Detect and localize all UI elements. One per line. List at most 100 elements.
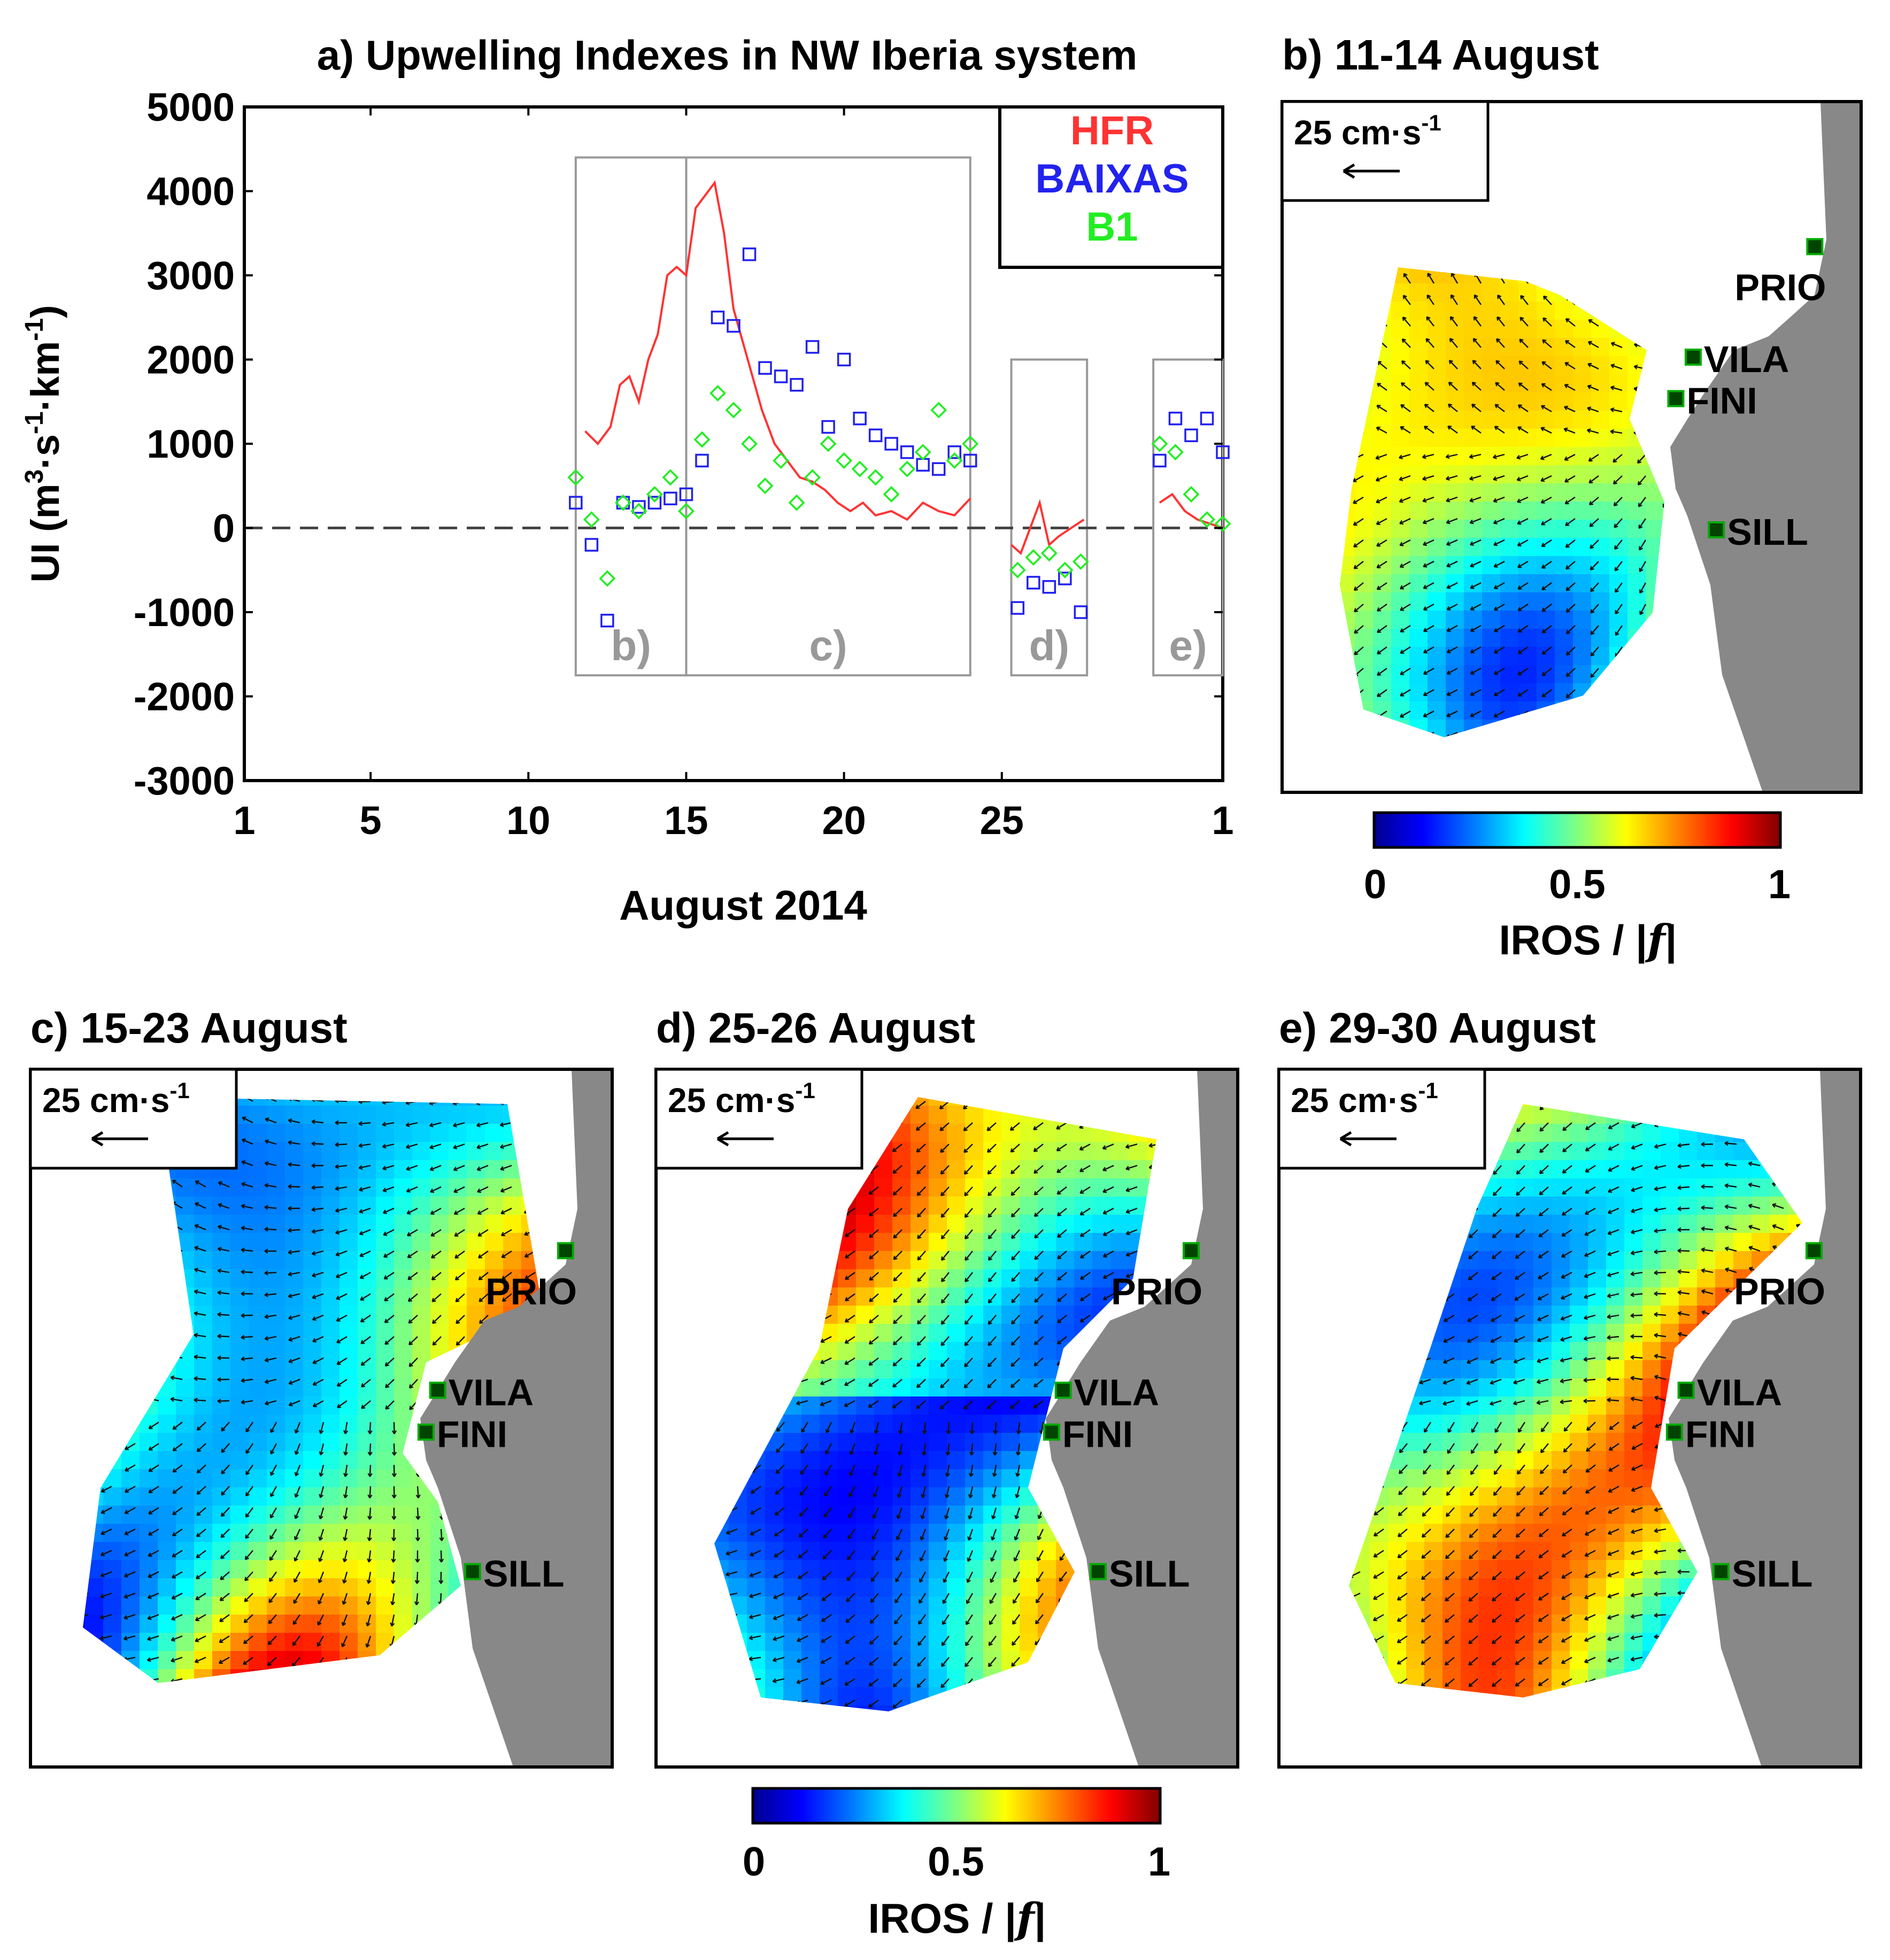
current-arrowhead <box>1033 1213 1039 1217</box>
current-arrowhead <box>244 1577 249 1581</box>
iros-cell <box>267 1469 286 1488</box>
current-arrow <box>344 1422 348 1434</box>
legend: HFR BAIXAS B1 <box>998 105 1224 269</box>
iros-cell <box>467 1251 485 1270</box>
current-arrowhead <box>318 1536 323 1541</box>
iros-cell <box>1110 1251 1129 1270</box>
current-arrow <box>124 1614 136 1619</box>
iros-cell <box>929 1542 947 1561</box>
current-arrowhead <box>482 1771 485 1774</box>
current-arrow <box>369 1422 372 1434</box>
current-arrow <box>964 1336 973 1346</box>
current-arrowhead <box>941 1256 946 1261</box>
current-arrow <box>288 1141 300 1145</box>
current-arrow <box>288 1185 300 1188</box>
current-arrow <box>965 1315 973 1325</box>
iros-cell <box>1038 1197 1056 1215</box>
current-arrow <box>148 1571 159 1578</box>
current-arrowhead <box>342 1558 348 1563</box>
current-arrow <box>361 1400 371 1409</box>
iros-cell <box>838 1524 857 1542</box>
iros-cell <box>103 1560 122 1579</box>
iros-cell <box>249 1215 267 1233</box>
point-b1 <box>962 435 979 452</box>
iros-cell <box>267 1251 286 1270</box>
iros-cell <box>820 1524 838 1542</box>
iros-cell <box>212 1396 231 1415</box>
iros-cell <box>838 1542 857 1561</box>
iros-cell <box>983 1506 1002 1524</box>
iros-cell <box>158 1451 176 1470</box>
current-arrow <box>194 1290 206 1295</box>
iros-cell <box>249 1524 267 1542</box>
iros-cell <box>747 1578 766 1597</box>
iros-cell <box>874 1342 893 1361</box>
iros-cell <box>430 1124 449 1143</box>
current-arrow <box>1034 1208 1044 1217</box>
current-arrow <box>171 1656 183 1662</box>
iros-cell <box>947 1287 966 1306</box>
iros-cell <box>947 1651 966 1670</box>
iros-cell <box>303 1233 322 1252</box>
current-arrowhead <box>963 1126 968 1131</box>
current-arrowhead <box>390 1622 395 1627</box>
point-baixas <box>1058 572 1072 585</box>
current-arrowhead <box>101 1509 105 1514</box>
iros-cell <box>1056 1324 1075 1342</box>
iros-cell <box>412 1197 431 1215</box>
iros-cell <box>1092 1197 1111 1215</box>
iros-cell <box>983 1233 1002 1252</box>
current-arrowhead <box>892 1362 897 1367</box>
current-arrow <box>845 1251 855 1259</box>
iros-cell <box>340 1287 358 1306</box>
current-arrowhead <box>219 1618 224 1622</box>
iros-cell <box>856 1342 875 1361</box>
point-baixas <box>600 614 614 628</box>
current-arrow <box>359 1164 371 1169</box>
series-line-hfr <box>1010 499 1085 555</box>
iros-cell <box>965 1378 984 1397</box>
iros-cell <box>1020 1524 1038 1542</box>
current-arrowhead <box>597 1768 600 1772</box>
point-baixas <box>647 496 662 510</box>
iros-cell <box>1001 1396 1020 1415</box>
current-arrowhead <box>820 1338 825 1343</box>
iros-cell <box>467 1233 485 1252</box>
current-arrowhead <box>430 1232 435 1237</box>
current-arrow <box>1057 1229 1067 1238</box>
current-arrow <box>406 1164 418 1170</box>
current-arrow <box>477 1186 489 1193</box>
iros-cell <box>267 1633 286 1652</box>
current-arrow <box>172 1179 183 1187</box>
current-arrowhead <box>415 1494 421 1499</box>
point-b1 <box>1009 561 1026 578</box>
current-arrowhead <box>965 1299 969 1304</box>
current-arrowhead <box>219 1639 223 1643</box>
current-arrow <box>264 1271 277 1274</box>
iros-cell <box>929 1287 947 1306</box>
iros-cell <box>267 1124 286 1143</box>
iros-cell <box>892 1378 911 1397</box>
current-arrow <box>382 1143 395 1148</box>
iros-cell <box>801 1506 820 1524</box>
current-arrow <box>267 1635 277 1645</box>
iros-cell <box>321 1433 340 1452</box>
current-arrow <box>893 1293 902 1303</box>
current-arrow <box>384 1357 395 1367</box>
iros-cell <box>303 1160 322 1179</box>
current-arrowhead <box>294 1429 299 1434</box>
iros-cell <box>801 1451 820 1470</box>
point-baixas <box>821 420 835 434</box>
iros-cell <box>321 1324 340 1342</box>
point-b1 <box>883 486 900 503</box>
iros-cell <box>230 1433 249 1452</box>
iros-cell <box>303 1596 322 1615</box>
iros-cell <box>874 1287 893 1306</box>
current-arrow <box>265 1184 277 1188</box>
current-arrowhead <box>917 1256 922 1261</box>
current-arrowhead <box>367 1430 373 1434</box>
current-arrowhead <box>916 1362 921 1367</box>
iros-cell <box>303 1287 322 1306</box>
current-arrow <box>360 1271 371 1279</box>
iros-cell <box>947 1633 966 1652</box>
